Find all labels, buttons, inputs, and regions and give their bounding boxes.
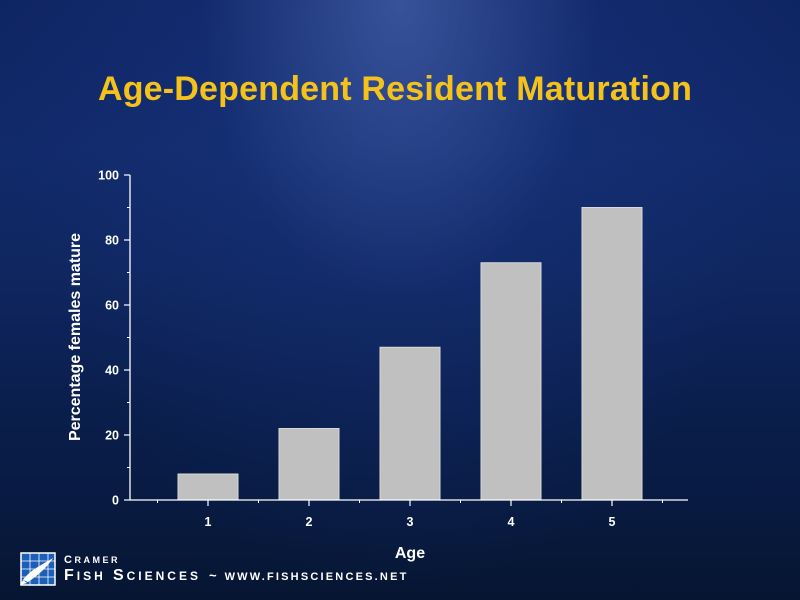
fish-logo-icon	[20, 552, 56, 586]
bar-age-1	[177, 473, 239, 501]
y-tick-label-80: 80	[105, 234, 119, 248]
bar-age-4	[480, 262, 542, 501]
bar-age-3	[379, 346, 441, 501]
y-axis-title: Percentage females mature	[67, 233, 84, 441]
bar-age-5	[581, 207, 643, 501]
y-tick-label-60: 60	[105, 299, 119, 313]
bar-age-2	[278, 428, 340, 501]
x-tick-label-4: 4	[508, 515, 515, 529]
slide-title: Age-Dependent Resident Maturation	[97, 70, 693, 108]
y-tick-label-0: 0	[112, 494, 119, 508]
y-tick-label-100: 100	[98, 169, 119, 183]
brand-bottom-line: FISH SCIENCES ~ WWW.FISHSCIENCES.NET	[64, 567, 409, 585]
brand-separator: ~	[208, 568, 217, 583]
x-tick-label-2: 2	[306, 515, 313, 529]
y-tick-label-20: 20	[105, 429, 119, 443]
x-axis-title: Age	[395, 545, 425, 562]
x-tick-label-1: 1	[205, 515, 212, 529]
brand-top-text: CRAMER	[64, 554, 120, 566]
website-url: WWW.FISHSCIENCES.NET	[224, 571, 409, 583]
x-tick-label-3: 3	[407, 515, 414, 529]
y-tick-label-40: 40	[105, 364, 119, 378]
footer-logo: CRAMER FISH SCIENCES ~ WWW.FISHSCIENCES.NE…	[20, 552, 440, 592]
brand-name: FISH SCIENCES	[64, 567, 201, 584]
x-tick-label-5: 5	[609, 515, 616, 529]
